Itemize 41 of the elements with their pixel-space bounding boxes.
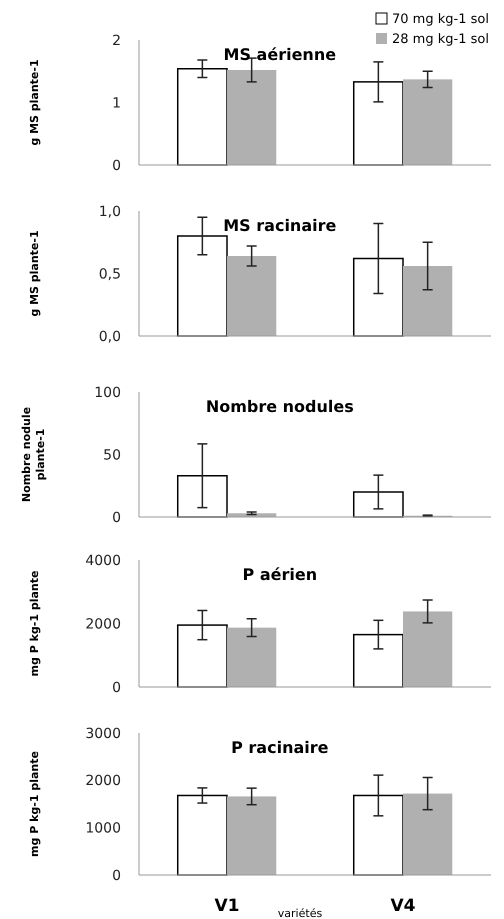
x-tick-label: V4: [390, 896, 416, 916]
x-axis-title: variétés: [278, 907, 322, 919]
y-tick-label: 1,0: [98, 204, 121, 220]
chart-title: P racinaire: [231, 738, 329, 757]
bar: [352, 491, 404, 518]
bar: [352, 81, 404, 166]
y-tick-label: 0: [112, 158, 121, 174]
bar: [176, 475, 228, 518]
y-axis-title: mg P kg-1 plante: [28, 751, 41, 857]
y-axis-title: g MS plante-1: [28, 59, 41, 146]
legend-label: 70 mg kg-1 sol: [392, 12, 489, 27]
chart-title: MS racinaire: [223, 216, 336, 235]
bar: [227, 628, 276, 687]
bar: [176, 624, 228, 688]
y-axis-title: mg P kg-1 plante: [28, 570, 41, 676]
y-tick-label: 2000: [85, 616, 121, 632]
y-axis-title: Nombre nodule plante-1: [20, 406, 47, 502]
x-tick-label: V1: [214, 896, 240, 916]
y-tick-label: 0: [112, 868, 121, 884]
y-axis-title: g MS plante-1: [28, 230, 41, 317]
chart-title: Nombre nodules: [206, 397, 354, 416]
chart-title: P aérien: [242, 565, 318, 584]
y-tick-label: 50: [103, 447, 121, 464]
y-tick-label: 2000: [85, 773, 121, 790]
y-tick-label: 1000: [85, 820, 121, 837]
bar: [227, 70, 276, 165]
y-tick-label: 2: [112, 32, 121, 49]
bar: [403, 611, 452, 687]
y-tick-label: 1: [112, 95, 121, 112]
y-tick-label: 0: [112, 510, 121, 526]
y-tick-label: 100: [94, 384, 121, 401]
bar: [403, 79, 452, 165]
bar: [176, 68, 228, 166]
y-tick-label: 0,5: [98, 266, 121, 282]
y-tick-label: 0: [112, 680, 121, 696]
y-tick-label: 4000: [85, 552, 121, 569]
chart-title: MS aérienne: [224, 45, 336, 64]
y-tick-label: 3000: [85, 726, 121, 742]
bar: [352, 634, 404, 688]
y-tick-label: 0,0: [98, 328, 121, 345]
legend-label: 28 mg kg-1 sol: [392, 32, 489, 47]
